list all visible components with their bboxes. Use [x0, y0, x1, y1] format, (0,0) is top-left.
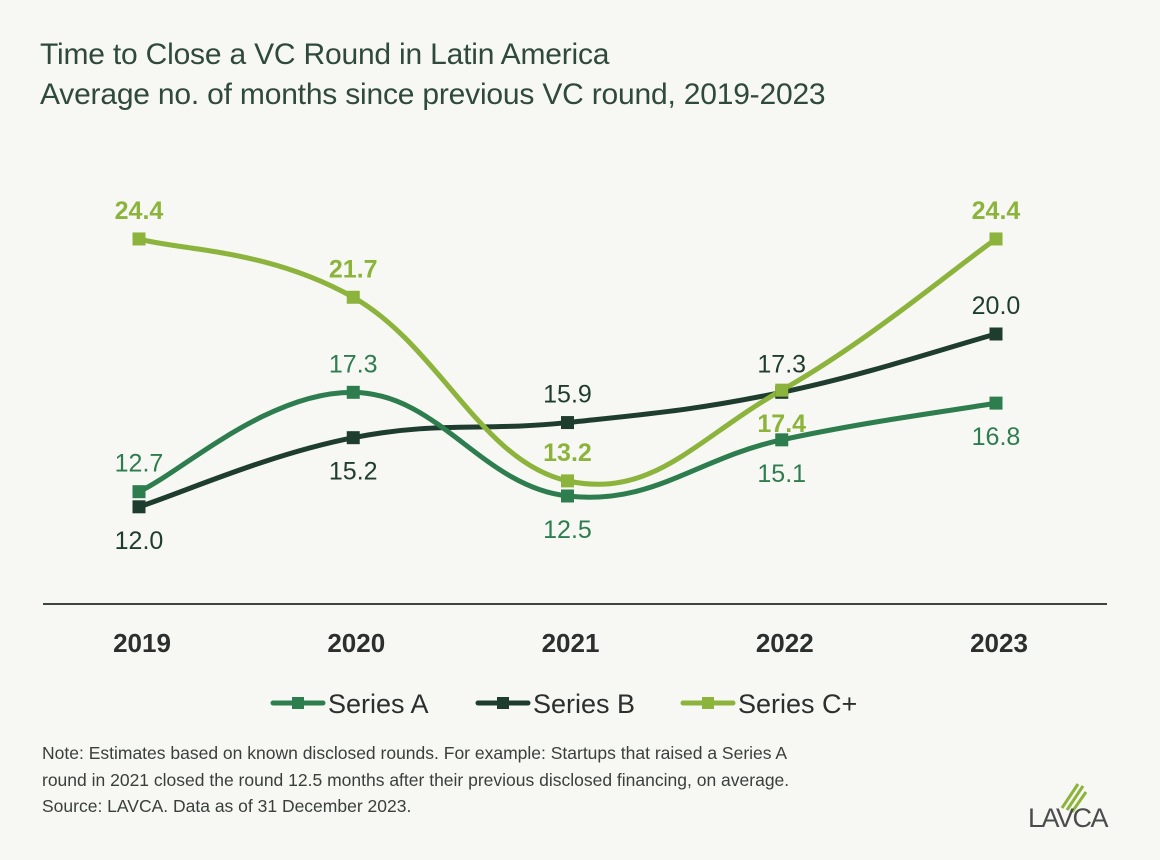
data-point-series_a-2021	[561, 489, 574, 503]
note-line-1: Note: Estimates based on known disclosed…	[42, 743, 788, 763]
legend-marker-series_a	[292, 697, 304, 709]
legend-marker-series_b	[497, 697, 509, 709]
data-label-series_c-2020: 21.7	[329, 255, 378, 283]
legend-item-series_c: Series C+	[680, 689, 857, 719]
data-label-series_b-2022: 17.3	[757, 350, 806, 378]
legend-label-series_b: Series B	[533, 689, 635, 719]
data-label-series_a-2022: 15.1	[757, 460, 806, 488]
data-label-series_a-2019: 12.7	[115, 450, 164, 478]
data-point-series_b-2020	[346, 431, 360, 445]
legend-item-series_a: Series A	[270, 689, 429, 719]
data-point-series_c-2020	[346, 290, 360, 304]
data-label-series_b-2021: 15.9	[543, 381, 592, 409]
x-tick-label-2019: 2019	[113, 628, 171, 658]
lavca-logo-icon: LAVCA	[1028, 783, 1110, 832]
data-point-series_a-2020	[346, 385, 360, 399]
data-label-series_a-2021: 12.5	[543, 516, 592, 544]
series-markers	[132, 232, 1003, 514]
data-point-series_a-2023	[989, 396, 1003, 410]
x-axis-ticks: 2019 2020 2021 2022 2023	[113, 628, 1028, 658]
data-point-series_b-2019	[132, 500, 146, 514]
data-label-series_a-2020: 17.3	[329, 350, 378, 378]
data-point-series_a-2022	[775, 433, 789, 447]
x-tick-label-2023: 2023	[970, 628, 1028, 658]
data-label-series_c-2021: 13.2	[543, 439, 592, 467]
data-point-series_c-2022	[775, 383, 789, 397]
chart-subtitle: Average no. of months since previous VC …	[40, 78, 826, 111]
data-point-series_c-2019	[132, 232, 146, 246]
data-point-series_b-2021	[561, 416, 574, 430]
data-label-series_b-2019: 12.0	[115, 527, 164, 555]
logo-text: LAVCA	[1028, 803, 1109, 832]
data-point-series_b-2023	[989, 327, 1003, 341]
chart-title: Time to Close a VC Round in Latin Americ…	[40, 38, 610, 71]
data-label-series_c-2022: 17.4	[757, 410, 806, 438]
footnote: Note: Estimates based on known disclosed…	[42, 740, 789, 820]
data-label-series_c-2019: 24.4	[115, 197, 164, 225]
logo-leaves	[1060, 783, 1088, 813]
x-tick-label-2020: 2020	[327, 628, 385, 658]
data-point-series_c-2021	[561, 474, 574, 488]
legend: Series A Series B Series C+	[270, 689, 857, 719]
note-line-2: round in 2021 closed the round 12.5 mont…	[42, 769, 790, 790]
x-tick-label-2022: 2022	[756, 628, 814, 658]
data-label-series_b-2020: 15.2	[329, 458, 378, 486]
legend-label-series_c: Series C+	[738, 689, 857, 719]
data-label-series_a-2023: 16.8	[972, 423, 1021, 451]
legend-marker-series_c	[702, 697, 714, 709]
data-label-series_b-2023: 20.0	[972, 292, 1021, 320]
x-tick-label-2021: 2021	[542, 628, 600, 658]
data-label-series_c-2023: 24.4	[972, 197, 1021, 225]
data-point-series_c-2023	[989, 232, 1003, 246]
legend-label-series_a: Series A	[328, 689, 429, 719]
data-point-series_a-2019	[132, 485, 146, 499]
source-line: Source: LAVCA. Data as of 31 December 20…	[42, 796, 412, 816]
legend-item-series_b: Series B	[475, 689, 635, 719]
data-labels: 12.7 17.3 12.5 15.1 16.8 12.0 15.2 15.9 17.3 20.0…	[115, 197, 1021, 555]
